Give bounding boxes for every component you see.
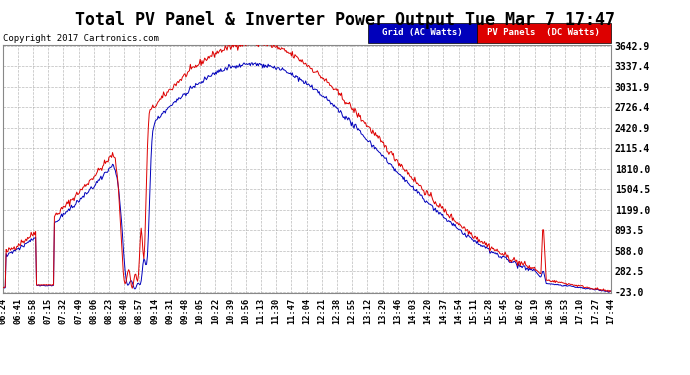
Text: Copyright 2017 Cartronics.com: Copyright 2017 Cartronics.com [3,33,159,42]
Text: Grid (AC Watts): Grid (AC Watts) [382,28,463,37]
FancyBboxPatch shape [368,23,477,42]
Text: Total PV Panel & Inverter Power Output Tue Mar 7 17:47: Total PV Panel & Inverter Power Output T… [75,11,615,29]
FancyBboxPatch shape [477,23,611,42]
Text: PV Panels  (DC Watts): PV Panels (DC Watts) [487,28,600,37]
